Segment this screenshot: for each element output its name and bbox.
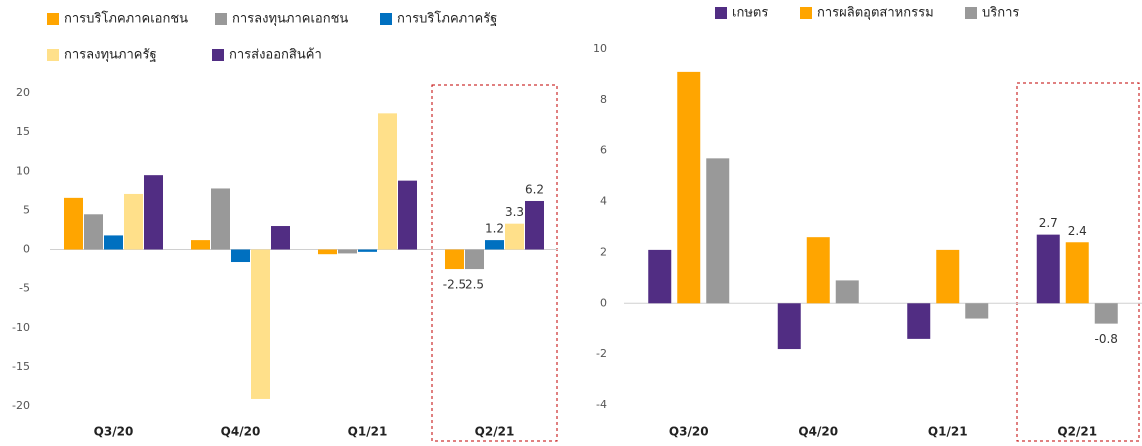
bar bbox=[1036, 234, 1060, 304]
x-tick-label: Q4/20 bbox=[221, 425, 261, 439]
x-tick-label: Q1/21 bbox=[928, 425, 968, 439]
legend-label: เกษตร bbox=[732, 6, 768, 21]
bar bbox=[398, 180, 417, 250]
y-tick-label: -15 bbox=[12, 360, 30, 373]
x-tick-label: Q4/20 bbox=[798, 425, 838, 439]
data-label: 6.2 bbox=[525, 182, 544, 196]
legend-label: การบริโภคภาคเอกชน bbox=[64, 11, 188, 27]
highlight-box bbox=[431, 84, 558, 442]
legend-swatch bbox=[47, 49, 59, 61]
bar bbox=[835, 280, 859, 304]
legend-label: การลงทุนภาครัฐ bbox=[64, 48, 157, 63]
bar bbox=[144, 175, 163, 250]
y-tick-label: 10 bbox=[16, 164, 30, 177]
x-tick-label: Q1/21 bbox=[348, 425, 388, 439]
y-tick-label: 8 bbox=[600, 93, 607, 106]
bar bbox=[64, 197, 83, 250]
bar bbox=[965, 303, 989, 319]
bar bbox=[191, 240, 210, 250]
legend-swatch bbox=[380, 13, 392, 25]
y-tick-label: 20 bbox=[16, 86, 30, 99]
bar bbox=[124, 193, 143, 250]
y-tick-label: 0 bbox=[600, 296, 607, 309]
bar bbox=[465, 249, 484, 270]
bar bbox=[84, 214, 103, 250]
bar bbox=[907, 303, 931, 339]
y-tick-label: -5 bbox=[19, 282, 30, 295]
bar bbox=[271, 226, 290, 250]
y-tick-label: 2 bbox=[600, 245, 607, 258]
data-label: 2.4 bbox=[1068, 224, 1087, 238]
y-tick-label: 0 bbox=[23, 243, 30, 256]
legend-swatch bbox=[215, 13, 227, 25]
bar bbox=[505, 223, 524, 250]
legend-label: การส่งออกสินค้า bbox=[229, 48, 322, 63]
bar bbox=[777, 303, 801, 350]
y-tick-label: 5 bbox=[23, 203, 30, 216]
bar bbox=[378, 113, 397, 250]
data-label: 2.7 bbox=[1039, 216, 1058, 230]
bar bbox=[806, 237, 830, 304]
y-tick-label: 10 bbox=[593, 42, 607, 55]
legend-label: บริการ bbox=[982, 6, 1019, 21]
x-tick-label: Q2/21 bbox=[475, 425, 515, 439]
y-tick-label: -2 bbox=[596, 347, 607, 360]
bar bbox=[318, 249, 337, 255]
legend-swatch bbox=[212, 49, 224, 61]
highlight-box bbox=[1016, 82, 1140, 442]
bar bbox=[1094, 303, 1118, 324]
bar bbox=[231, 249, 250, 263]
bar bbox=[706, 158, 730, 304]
data-label: 1.2 bbox=[485, 222, 504, 236]
legend-swatch bbox=[965, 7, 977, 19]
x-tick-label: Q2/21 bbox=[1057, 425, 1097, 439]
y-tick-label: -4 bbox=[596, 398, 607, 411]
legend-swatch bbox=[715, 7, 727, 19]
bar bbox=[251, 249, 270, 399]
data-label: 2.5 bbox=[465, 278, 484, 292]
bar bbox=[338, 249, 357, 254]
legend-label: การผลิตอุตสาหกรรม bbox=[817, 6, 934, 21]
legend-label: การลงทุนภาคเอกชน bbox=[232, 12, 348, 27]
bar bbox=[358, 249, 377, 252]
y-tick-label: -20 bbox=[12, 399, 30, 412]
data-label: 3.3 bbox=[505, 205, 524, 219]
legend-swatch bbox=[800, 7, 812, 19]
x-tick-label: Q3/20 bbox=[94, 425, 134, 439]
y-tick-label: 6 bbox=[600, 144, 607, 157]
bar bbox=[445, 249, 464, 270]
bar bbox=[211, 188, 230, 250]
bar bbox=[1065, 242, 1089, 304]
legend-swatch bbox=[47, 13, 59, 25]
y-tick-label: 15 bbox=[16, 125, 30, 138]
bar bbox=[936, 249, 960, 304]
bar bbox=[525, 200, 544, 250]
bar bbox=[677, 71, 701, 304]
data-label: -0.8 bbox=[1095, 332, 1118, 346]
data-label: -2.5 bbox=[443, 278, 466, 292]
legend-label: การบริโภคภาครัฐ bbox=[397, 11, 497, 27]
bar bbox=[648, 249, 672, 304]
y-tick-label: -10 bbox=[12, 321, 30, 334]
x-tick-label: Q3/20 bbox=[669, 425, 709, 439]
bar bbox=[104, 235, 123, 250]
y-tick-label: 4 bbox=[600, 195, 607, 208]
bar bbox=[485, 240, 504, 250]
